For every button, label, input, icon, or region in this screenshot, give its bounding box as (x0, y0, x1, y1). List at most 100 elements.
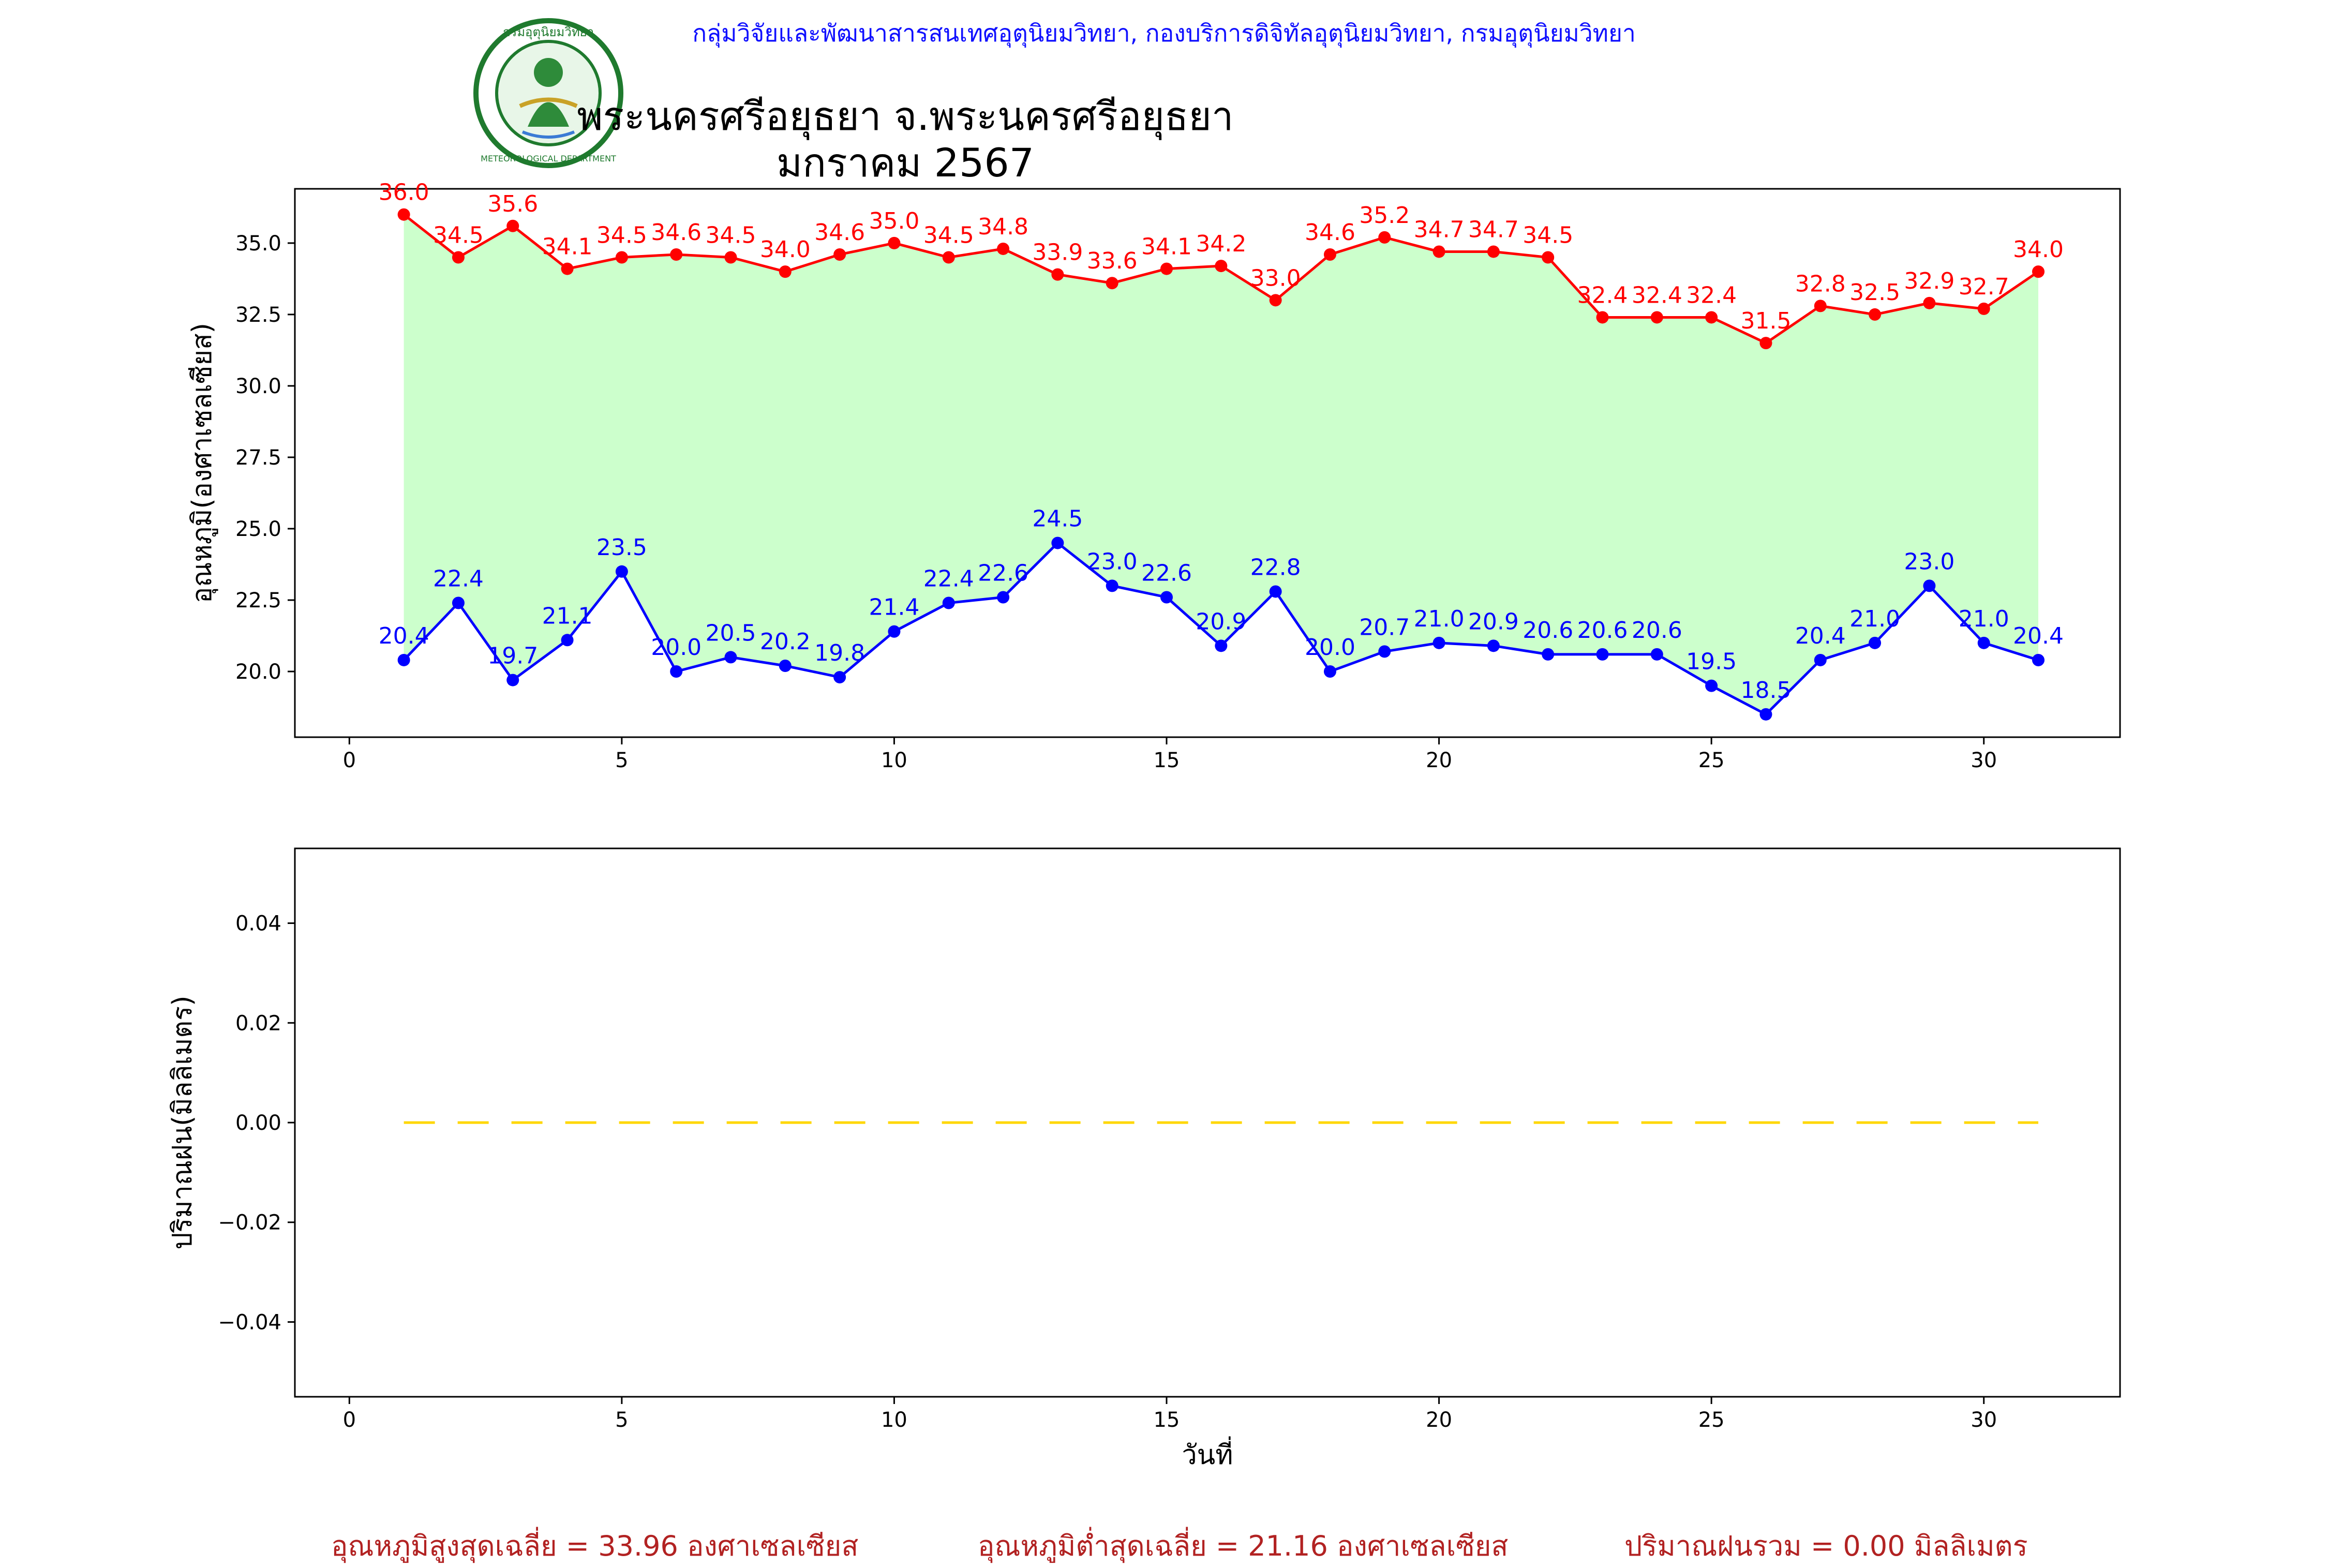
max-temperature-data-label: 33.9 (1032, 240, 1083, 266)
min-temperature-point (1596, 648, 1609, 661)
max-temperature-data-label: 33.6 (1087, 248, 1138, 274)
min-temperature-data-label: 22.6 (1141, 560, 1192, 586)
min-temperature-data-label: 20.6 (1523, 617, 1573, 644)
max-temperature-data-label: 34.1 (542, 234, 593, 260)
max-temperature-data-label: 32.8 (1795, 271, 1846, 297)
max-temperature-point (1705, 311, 1718, 324)
max-temperature-point (670, 248, 683, 261)
max-temperature-data-label: 34.5 (1523, 222, 1573, 249)
min-temperature-point (833, 671, 846, 684)
min-temperature-data-label: 20.5 (706, 620, 756, 646)
min-temperature-point (942, 596, 955, 609)
max-temperature-data-label: 32.4 (1632, 282, 1682, 308)
min-temperature-point (506, 674, 519, 686)
x-tick-label: 15 (1154, 749, 1180, 772)
min-temperature-point (888, 625, 901, 638)
max-temperature-data-label: 31.5 (1740, 308, 1791, 334)
min-temperature-data-label: 22.4 (923, 566, 974, 592)
max-temperature-point (888, 236, 901, 249)
x-tick-label: 15 (1154, 1408, 1180, 1432)
max-temperature-point (1378, 231, 1391, 244)
min-temperature-point (1323, 665, 1336, 678)
min-temperature-data-label: 21.4 (869, 594, 919, 621)
temperature-panel: 0 5 10 15 20 25 30 20.0 22.5 25.0 27.5 30.0 32.5 35.0… (187, 180, 2121, 772)
min-temperature-data-label: 24.5 (1032, 506, 1083, 532)
min-temperature-point (997, 591, 1010, 604)
min-temperature-point (1869, 636, 1882, 649)
min-temperature-point (1215, 639, 1228, 652)
max-temperature-point (997, 242, 1010, 255)
max-temperature-data-label: 34.5 (596, 222, 647, 249)
max-temperature-point (615, 251, 628, 264)
min-temperature-data-label: 19.8 (814, 640, 865, 666)
x-tick-label: 5 (615, 1408, 628, 1432)
min-temperature-data-label: 20.4 (379, 623, 429, 649)
min-temperature-data-label: 18.5 (1740, 677, 1791, 704)
y-tick-label: 20.0 (235, 660, 281, 684)
min-temperature-point (1051, 536, 1064, 549)
min-temperature-point (779, 659, 792, 672)
max-temperature-point (1650, 311, 1663, 324)
max-temperature-point (1759, 337, 1772, 350)
max-temperature-data-label: 35.0 (869, 208, 919, 234)
min-temperature-data-label: 20.9 (1196, 608, 1246, 635)
max-temperature-data-label: 34.5 (433, 222, 484, 249)
max-temperature-data-label: 34.0 (2013, 236, 2064, 263)
min-temperature-point (1759, 708, 1772, 721)
header-credit: กลุ่มวิจัยและพัฒนาสารสนเทศอุตุนิยมวิทยา,… (692, 19, 1636, 47)
min-temperature-point (1542, 648, 1555, 661)
min-temperature-point (1977, 636, 1990, 649)
max-temperature-point (1814, 300, 1827, 312)
max-temperature-data-label: 33.0 (1250, 265, 1301, 291)
min-temperature-data-label: 23.0 (1087, 548, 1138, 575)
y-tick-label: −0.02 (218, 1211, 281, 1235)
max-temperature-point (1977, 302, 1990, 315)
max-temperature-point (561, 262, 574, 275)
min-temperature-data-label: 20.4 (1795, 623, 1846, 649)
min-temperature-data-label: 23.0 (1904, 548, 1954, 575)
min-temperature-point (561, 634, 574, 647)
max-temperature-data-label: 32.7 (1959, 274, 2009, 300)
y-tick-label: 30.0 (235, 375, 281, 398)
chart-title-line2: มกราคม 2567 (776, 140, 1035, 186)
min-temperature-data-label: 22.4 (433, 566, 484, 592)
min-temperature-data-label: 21.1 (542, 603, 593, 629)
max-temperature-point (1432, 245, 1445, 258)
max-temperature-point (1106, 277, 1118, 290)
y-axis-label: อุณหภูมิ(องศาเซลเซียส) (187, 323, 218, 603)
min-temperature-data-label: 21.0 (1959, 606, 2009, 632)
max-temperature-data-label: 34.5 (923, 222, 974, 249)
max-temperature-data-label: 34.8 (978, 214, 1028, 240)
footer-avg-min: อุณหภูมิต่ำสุดเฉลี่ย = 21.16 องศาเซลเซีย… (978, 1530, 1509, 1562)
y-tick-label: 25.0 (235, 517, 281, 541)
max-temperature-point (1542, 251, 1555, 264)
min-temperature-point (724, 651, 737, 664)
min-temperature-point (1487, 639, 1500, 652)
min-temperature-point (452, 596, 465, 609)
rainfall-panel: 0 5 10 15 20 25 30 −0.04 −0.02 0.00 0.02 0.04 ปริมาณ… (167, 847, 2121, 1471)
min-temperature-data-label: 20.0 (651, 634, 702, 661)
max-temperature-data-label: 34.7 (1468, 216, 1519, 243)
min-temperature-data-label: 20.4 (2013, 623, 2064, 649)
x-tick-label: 30 (1971, 1408, 1997, 1432)
y-tick-label: −0.04 (218, 1310, 281, 1334)
max-temperature-data-label: 34.6 (651, 219, 702, 246)
min-temperature-data-label: 23.5 (596, 534, 647, 561)
x-axis-label: วันที่ (1182, 1436, 1233, 1471)
y-axis-label: ปริมาณฝน(มิลลิเมตร) (167, 995, 198, 1249)
min-temperature-point (1814, 653, 1827, 666)
x-tick-label: 0 (343, 749, 356, 772)
x-tick-label: 5 (615, 749, 628, 772)
min-temperature-point (1160, 591, 1173, 604)
min-temperature-point (1378, 645, 1391, 658)
max-temperature-data-label: 32.5 (1849, 279, 1900, 306)
logo-text-en: METEOROLOGICAL DEPARTMENT (481, 154, 616, 163)
max-temperature-point (1160, 262, 1173, 275)
logo-text-th: กรมอุตุนิยมวิทยา (503, 25, 594, 40)
plot-frame (294, 188, 2121, 738)
y-tick-label: 0.04 (235, 912, 281, 936)
x-tick-label: 10 (881, 1408, 907, 1432)
footer-avg-max: อุณหภูมิสูงสุดเฉลี่ย = 33.96 องศาเซลเซีย… (331, 1530, 859, 1562)
min-temperature-point (2032, 653, 2045, 666)
